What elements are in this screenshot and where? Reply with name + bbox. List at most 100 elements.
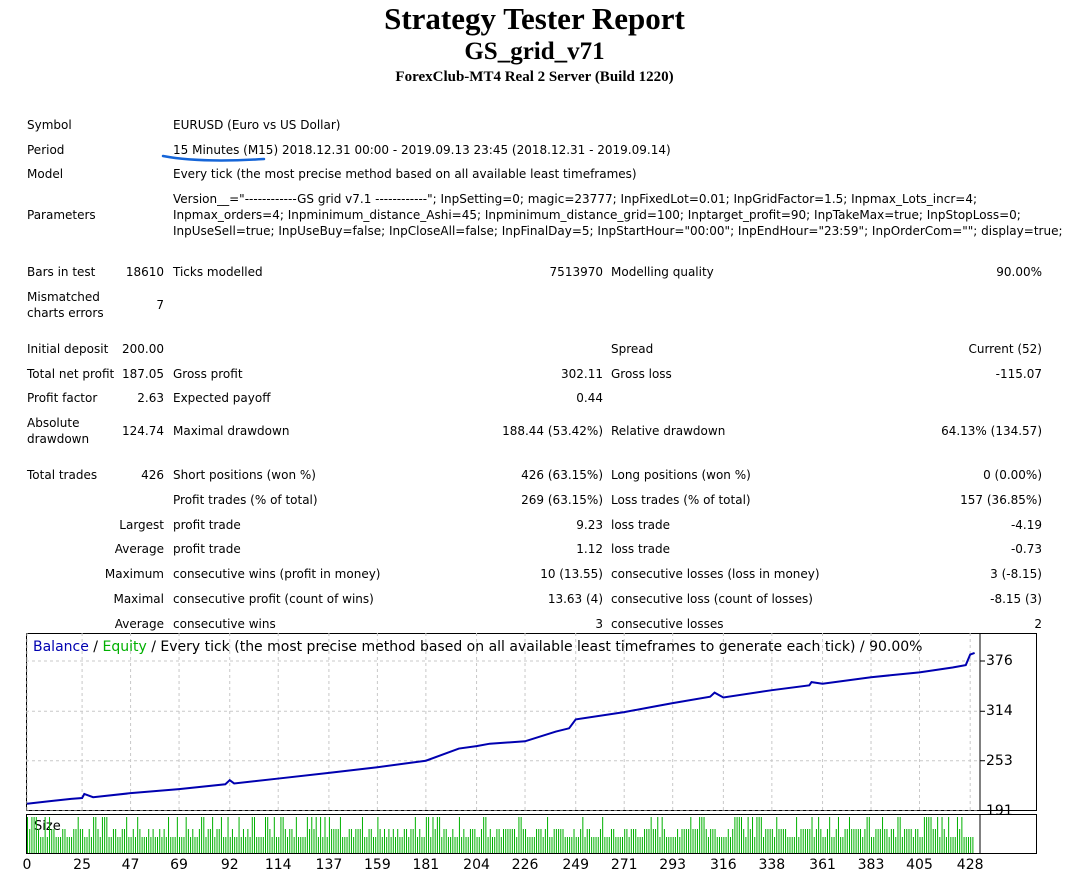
parameters-line: Version__="------------GS grid v7.1 ----… <box>173 192 978 206</box>
stat-value: 2 <box>1034 617 1042 631</box>
volume-chart: Size <box>26 814 1037 854</box>
expert-name: GS_grid_v71 <box>464 38 605 65</box>
stat-value: -115.07 <box>995 367 1042 381</box>
server-name: ForexClub-MT4 Real 2 Server (Build 1220) <box>395 69 674 85</box>
stat-label: Spread <box>611 342 654 356</box>
parameters-label: Parameters <box>27 208 96 222</box>
x-tick-label: 405 <box>906 857 933 873</box>
y-tick-label: 376 <box>986 653 1013 669</box>
balance-line <box>26 651 975 805</box>
x-tick-label: 25 <box>73 857 91 873</box>
stat-label: Total trades <box>27 468 98 482</box>
stat-value: 157 (36.85%) <box>960 493 1042 507</box>
stat-label: Long positions (won %) <box>611 468 751 482</box>
stat-value: 302.11 <box>561 367 603 381</box>
legend-equity: Equity <box>102 639 147 655</box>
stat-label: Loss trades (% of total) <box>611 493 751 507</box>
stat-value: 9.23 <box>576 518 603 532</box>
x-tick-label: 69 <box>170 857 188 873</box>
volume-label: Size <box>34 819 61 834</box>
legend-separator: / <box>88 639 103 655</box>
stat-value: 187.05 <box>122 367 164 381</box>
stat-label: Gross loss <box>611 367 672 381</box>
stat-label: loss trade <box>611 542 670 556</box>
stat-label: Modelling quality <box>611 265 714 279</box>
stat-value: 269 (63.15%) <box>521 493 603 507</box>
x-tick-label: 137 <box>315 857 343 873</box>
stat-value: 2.63 <box>137 391 164 405</box>
symbol-value: EURUSD (Euro vs US Dollar) <box>173 118 341 132</box>
hand-drawn-underline <box>161 154 266 162</box>
x-tick-label: 47 <box>121 857 140 873</box>
period-label: Period <box>27 143 65 157</box>
stat-label: profit trade <box>173 518 241 532</box>
stat-prefix: Average <box>114 542 164 556</box>
stat-prefix: Maximum <box>104 567 164 581</box>
stat-label: consecutive loss (count of losses) <box>611 592 813 606</box>
x-tick-label: 249 <box>562 857 590 873</box>
x-tick-label: 316 <box>709 857 737 873</box>
balance-chart <box>26 633 1037 811</box>
stat-value: 10 (13.55) <box>540 567 603 581</box>
x-tick-label: 383 <box>857 857 885 873</box>
chart-legend: Balance / Equity / Every tick (the most … <box>33 638 922 656</box>
stat-value: 0.44 <box>576 391 603 405</box>
report-title: Strategy Tester Report <box>384 1 685 36</box>
stat-label: Relative drawdown <box>611 424 726 438</box>
stat-label: Profit factor <box>27 391 98 405</box>
stat-value: 1.12 <box>576 542 603 556</box>
period-value: 15 Minutes (M15) 2018.12.31 00:00 - 2019… <box>173 143 671 157</box>
stat-value: 188.44 (53.42%) <box>502 424 603 438</box>
stat-label: Total net profit <box>27 367 115 381</box>
y-tick-label: 253 <box>986 752 1013 769</box>
x-tick-label: 271 <box>610 857 638 873</box>
stat-value: 124.74 <box>122 424 164 438</box>
stat-value: 13.63 (4) <box>547 592 603 606</box>
legend-balance: Balance <box>33 639 89 655</box>
stat-prefix: Average <box>114 617 164 631</box>
stat-value: 7 <box>156 298 164 312</box>
stat-label: Initial deposit <box>27 342 109 356</box>
y-tick-label: 314 <box>986 703 1013 720</box>
stat-prefix: Largest <box>119 518 164 532</box>
x-tick-label: 428 <box>956 857 984 873</box>
stat-label: Gross profit <box>173 367 243 381</box>
stat-label: Maximal drawdown <box>173 424 290 438</box>
stat-value: 18610 <box>125 265 164 279</box>
parameters-line: InpUseSell=true; InpUseBuy=false; InpClo… <box>173 224 1063 238</box>
stat-label: loss trade <box>611 518 670 532</box>
x-tick-label: 293 <box>659 857 687 873</box>
stat-prefix: Maximal <box>113 592 164 606</box>
stat-value: -8.15 (3) <box>990 592 1042 606</box>
x-tick-label: 204 <box>463 857 490 873</box>
stat-value: 3 <box>595 617 603 631</box>
stat-label: Ticks modelled <box>173 265 263 279</box>
stat-value: -0.73 <box>1010 542 1042 556</box>
model-value: Every tick (the most precise method base… <box>173 167 637 181</box>
stat-label: Absolute drawdown <box>27 416 90 446</box>
legend-description: / Every tick (the most precise method ba… <box>146 639 923 655</box>
x-tick-label: 159 <box>364 857 391 873</box>
report-header: Strategy Tester Report GS_grid_v71 Forex… <box>0 0 1069 87</box>
chart-frame <box>26 633 1037 811</box>
y-tick-label: 191 <box>986 803 1013 819</box>
stat-value: 3 (-8.15) <box>990 567 1042 581</box>
stat-value: 426 (63.15%) <box>521 468 603 482</box>
x-tick-label: 226 <box>511 857 539 873</box>
stat-label: Expected payoff <box>173 391 271 405</box>
x-tick-label: 361 <box>809 857 836 873</box>
symbol-label: Symbol <box>27 118 72 132</box>
stat-label: Profit trades (% of total) <box>173 493 318 507</box>
stat-label: consecutive wins (profit in money) <box>173 567 381 581</box>
stat-label: consecutive profit (count of wins) <box>173 592 374 606</box>
x-tick-label: 0 <box>22 857 32 873</box>
stat-value: 90.00% <box>996 265 1042 279</box>
stat-label: profit trade <box>173 542 241 556</box>
x-tick-label: 114 <box>264 857 292 873</box>
stat-label: consecutive losses (loss in money) <box>611 567 820 581</box>
stat-value: 0 (0.00%) <box>983 468 1042 482</box>
parameters-line: Inpmax_orders=4; Inpminimum_distance_Ash… <box>173 208 1021 222</box>
stat-label: Short positions (won %) <box>173 468 316 482</box>
stat-value: -4.19 <box>1010 518 1042 532</box>
x-tick-label: 338 <box>758 857 786 873</box>
